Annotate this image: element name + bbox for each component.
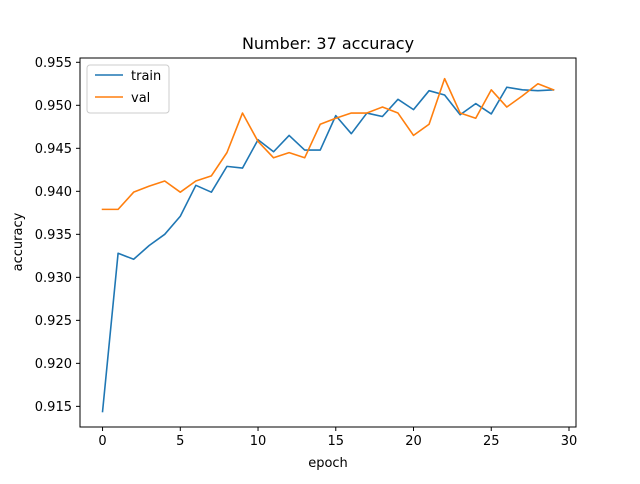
y-tick-label: 0.935 [35,228,72,243]
y-tick-label: 0.920 [35,357,72,372]
chart-title: Number: 37 accuracy [242,34,414,53]
y-tick-label: 0.950 [35,99,72,114]
series-line-val [101,77,555,211]
legend-box [86,64,170,114]
y-tick-label: 0.940 [35,185,72,200]
series-layer [101,77,555,413]
x-tick-label: 15 [328,434,345,449]
y-tick-label: 0.955 [35,56,72,71]
series-line-train [101,86,555,413]
x-tick-label: 20 [405,434,422,449]
legend: train val [86,64,170,114]
x-tick-label: 0 [98,434,106,449]
plot-frame [79,57,577,428]
x-tick-label: 10 [250,434,267,449]
x-axis-label: epoch [308,456,348,471]
x-tick-label: 5 [176,434,184,449]
legend-label-val: val [131,91,150,106]
x-tick-label: 25 [483,434,500,449]
y-tick-label: 0.945 [35,142,72,157]
y-tick-label: 0.925 [35,314,72,329]
y-axis: 0.915 0.920 0.925 0.930 0.935 0.940 0.945 0.950… [35,56,80,415]
y-tick-label: 0.915 [35,400,72,415]
x-axis: 0 5 10 15 20 25 30 [98,427,577,449]
y-axis-label: accuracy [11,212,26,271]
x-tick-label: 30 [561,434,578,449]
legend-label-train: train [131,69,161,84]
y-tick-label: 0.930 [35,271,72,286]
